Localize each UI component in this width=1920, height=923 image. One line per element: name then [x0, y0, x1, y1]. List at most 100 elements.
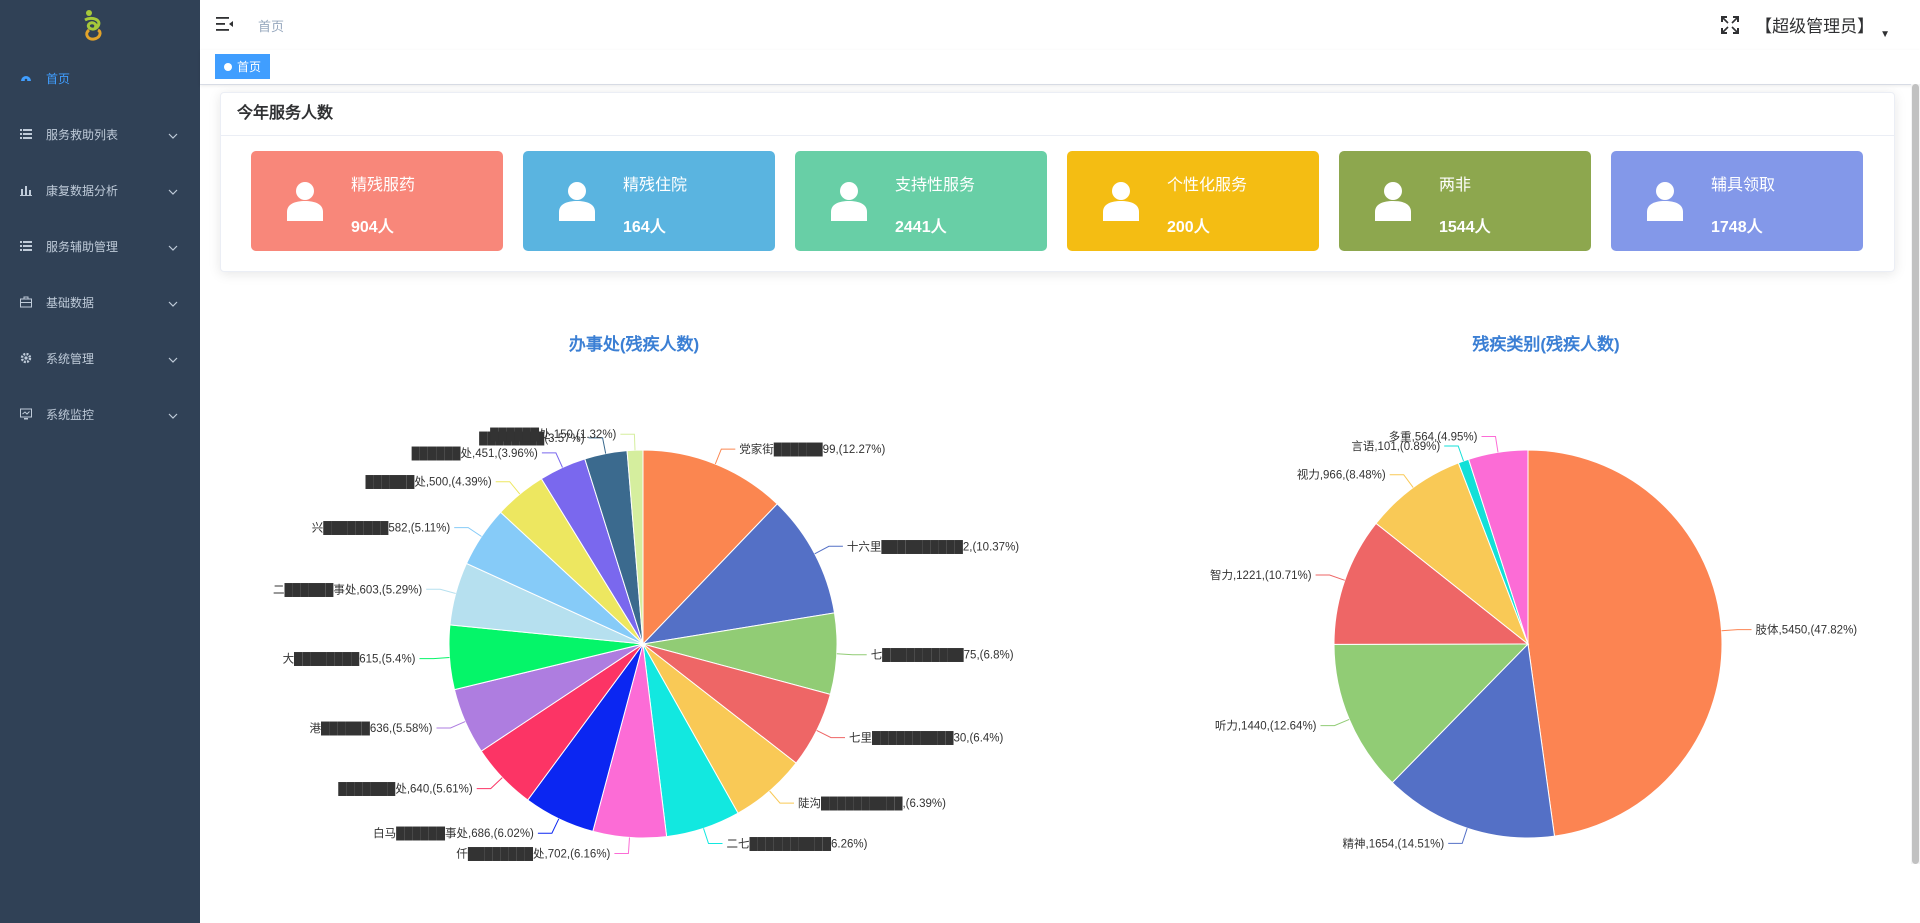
- pie-label: ████████(3.57%): [479, 431, 585, 446]
- pie-label: 仟████████处,702,(6.16%): [456, 847, 610, 862]
- pie-label-line: [1315, 574, 1345, 581]
- sidebar-item-service-aid-management[interactable]: 服务辅助管理: [0, 218, 200, 274]
- stat-box[interactable]: 辅具领取 1748人: [1611, 151, 1863, 251]
- pie-label: 兴████████582,(5.11%): [312, 521, 451, 536]
- stat-box[interactable]: 精残服药 904人: [251, 151, 503, 251]
- pie-label: 二七██████████6.26%): [727, 837, 868, 852]
- pie-label-line: [1481, 436, 1499, 453]
- pie-label: 十六里██████████2,(10.37%): [847, 539, 1019, 554]
- sidebar-item-system-management[interactable]: 系统管理: [0, 330, 200, 386]
- pie-label: 听力,1440,(12.64%): [1215, 720, 1317, 733]
- pie-label-line: [714, 448, 736, 465]
- pie-label-line: [495, 481, 521, 495]
- stat-box[interactable]: 支持性服务 2441人: [795, 151, 1047, 251]
- pie-label-line: [769, 790, 794, 804]
- chevron-down-icon: [168, 128, 178, 142]
- chevron-down-icon: [168, 184, 178, 198]
- pie-label-line: [1448, 828, 1468, 844]
- pie-slice[interactable]: [1375, 462, 1530, 646]
- pie-label: 党家街██████99,(12.27%): [739, 442, 885, 457]
- person-icon: [287, 182, 323, 221]
- list-icon: [20, 128, 32, 140]
- stat-label: 个性化服务: [1167, 177, 1248, 194]
- sidebar-item-system-monitor[interactable]: 系统监控: [0, 386, 200, 442]
- stat-value: 200人: [1167, 219, 1210, 236]
- person-icon: [1103, 182, 1139, 221]
- pie-label-line: [476, 777, 503, 790]
- person-icon: [831, 182, 867, 221]
- user-menu[interactable]: 【超级管理员】 ▼: [1755, 12, 1890, 40]
- sidebar-item-label: 首页: [46, 71, 71, 86]
- pie-label-line: [588, 437, 607, 454]
- disability-pie: 肢体,5450,(47.82%) 精神,1654,(14.51%) 听力,1440,…: [1210, 430, 1857, 851]
- vertical-scrollbar[interactable]: [1911, 84, 1920, 864]
- tag-home[interactable]: 首页: [215, 54, 271, 79]
- pie-label: 多重,564,(4.95%): [1389, 430, 1478, 444]
- stat-label: 两非: [1439, 177, 1472, 194]
- sidebar-item-basic-data[interactable]: 基础数据: [0, 274, 200, 330]
- pie-label-line: [537, 818, 560, 834]
- stat-value: 1544人: [1439, 219, 1491, 236]
- stat-box[interactable]: 个性化服务 200人: [1067, 151, 1319, 251]
- scrollbar-thumb[interactable]: [1912, 84, 1919, 864]
- stat-box[interactable]: 精残住院 164人: [523, 151, 775, 251]
- pie-label-line: [1320, 718, 1350, 727]
- pie-slice[interactable]: [1527, 449, 1723, 837]
- pie-slice[interactable]: [1333, 643, 1530, 784]
- fullscreen-icon[interactable]: [1720, 15, 1740, 35]
- breadcrumb: 首页: [258, 19, 285, 34]
- tag-label: 首页: [237, 60, 262, 74]
- pie-slice[interactable]: [642, 449, 778, 646]
- pie-label: 七██████████75,(6.8%): [871, 648, 1014, 663]
- pie-label-line: [614, 837, 630, 854]
- sidebar-item-label: 服务救助列表: [46, 127, 119, 142]
- stat-box[interactable]: 两非 1544人: [1339, 151, 1591, 251]
- chevron-down-icon: [168, 240, 178, 254]
- sidebar-item-rehab-analysis[interactable]: 康复数据分析: [0, 162, 200, 218]
- sidebar-menu: 首页 服务救助列表 康复数据分析 服务辅助管理: [0, 50, 200, 442]
- pie-slice[interactable]: [641, 503, 836, 645]
- sidebar-item-label: 基础数据: [46, 295, 95, 310]
- pie-label: 精神,1654,(14.51%): [1343, 836, 1445, 850]
- list-icon: [20, 240, 32, 252]
- stat-value: 2441人: [895, 219, 947, 236]
- pie-slice[interactable]: [1468, 449, 1529, 645]
- person-icon: [1375, 182, 1411, 221]
- monitor-icon: [20, 408, 32, 420]
- caret-down-icon: ▼: [1880, 29, 1890, 40]
- pie-label-line: [436, 721, 466, 729]
- sidebar-item-service-rescue-list[interactable]: 服务救助列表: [0, 106, 200, 162]
- person-icon: [1647, 182, 1683, 221]
- sidebar-item-home[interactable]: 首页: [0, 50, 200, 106]
- dashboard-icon: [20, 72, 32, 84]
- pie-label: 视力,966,(8.48%): [1297, 468, 1386, 482]
- pie-label: 七里██████████30,(6.4%): [849, 731, 1004, 746]
- active-dot-icon: [224, 62, 232, 71]
- pie-label-line: [426, 588, 456, 594]
- stat-label: 精残服药: [351, 177, 416, 194]
- pie-label-line: [1721, 629, 1752, 632]
- pie-label-line: [1444, 445, 1464, 462]
- chart-title-office: 办事处(残疾人数): [568, 335, 700, 354]
- hamburger-icon[interactable]: [216, 15, 234, 33]
- pie-label: 二██████事处,603,(5.29%): [273, 582, 422, 597]
- sidebar-item-label: 系统管理: [46, 351, 95, 366]
- pie-label: ██████处,500,(4.39%): [365, 475, 491, 490]
- pie-label-line: [703, 828, 723, 844]
- pie-label: 陡沟██████████,(6.39%): [798, 796, 946, 811]
- bar-chart-icon: [20, 184, 32, 196]
- stat-label: 辅具领取: [1711, 177, 1776, 194]
- user-role-label: 【超级管理员】: [1755, 17, 1875, 36]
- stat-value: 904人: [351, 219, 394, 236]
- pie-label: 肢体,5450,(47.82%): [1756, 623, 1858, 637]
- pie-label-line: [1389, 474, 1414, 488]
- pie-label: 大████████615,(5.4%): [283, 652, 416, 667]
- briefcase-icon: [20, 296, 32, 308]
- stat-value: 1748人: [1711, 219, 1763, 236]
- pie-label-line: [541, 452, 563, 468]
- pie-label-line: [814, 545, 843, 555]
- chevron-down-icon: [168, 352, 178, 366]
- pie-label-line: [419, 657, 450, 660]
- tags-view: 首页: [200, 50, 1920, 85]
